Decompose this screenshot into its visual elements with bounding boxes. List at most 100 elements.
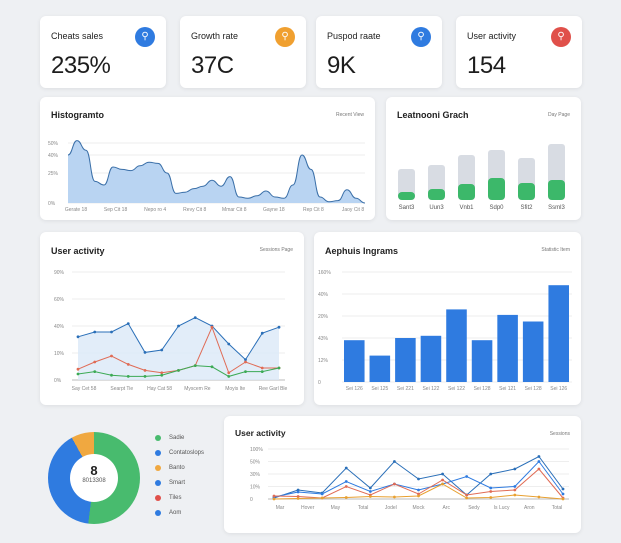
y-tick-label: 40% xyxy=(48,153,59,159)
data-point xyxy=(93,360,97,364)
data-point xyxy=(193,364,197,367)
legend-dot-icon xyxy=(155,464,161,471)
kpi-card: User activity 154 ⚲ xyxy=(456,16,582,88)
data-point xyxy=(344,496,348,499)
y-tick-label: 20% xyxy=(318,314,329,320)
data-point xyxy=(393,460,396,463)
x-tick-label: Sei 125 xyxy=(371,386,388,392)
data-point xyxy=(260,331,264,335)
data-point xyxy=(368,495,372,498)
data-point xyxy=(210,325,214,329)
legend-dot-icon xyxy=(155,434,161,441)
legend-label: Aom xyxy=(169,509,182,516)
y-tick-label: 12% xyxy=(318,358,329,364)
legend-label: Smart xyxy=(169,479,186,486)
y-tick-label: 0% xyxy=(48,201,56,207)
x-tick-label: Aron xyxy=(524,505,535,511)
area-fill xyxy=(68,140,365,203)
bar xyxy=(446,309,467,382)
progress-fill xyxy=(428,189,445,200)
data-point xyxy=(277,325,281,329)
histogram-title: Histogramto xyxy=(51,110,105,120)
data-point xyxy=(320,492,324,496)
user-activity-card: User activity Sessions Page 0% 10% 40% 60% 9… xyxy=(40,232,304,405)
user-activity-link[interactable]: Sessions Page xyxy=(259,247,293,253)
data-point xyxy=(537,495,541,499)
data-point xyxy=(465,493,469,497)
data-point xyxy=(561,497,565,501)
x-tick-label: Revy Cit 8 xyxy=(183,207,206,213)
user-activity-2-link[interactable]: Sessions xyxy=(549,431,570,437)
bars-title: Aephuis Ingrams xyxy=(325,246,399,256)
data-point xyxy=(110,373,113,377)
data-point xyxy=(177,369,180,372)
legend-item: Tiles xyxy=(155,490,204,505)
legend-label: Sadie xyxy=(169,434,185,441)
bar xyxy=(522,321,544,382)
legend-item: Contatoslops xyxy=(155,445,204,460)
data-point xyxy=(193,316,197,319)
legend-dot-icon xyxy=(155,479,161,486)
data-point xyxy=(143,375,147,378)
data-point xyxy=(465,475,469,478)
data-point xyxy=(368,486,372,490)
bar-label: Sant3 xyxy=(399,205,415,211)
legend-dot-icon xyxy=(155,509,161,516)
data-point xyxy=(537,455,541,458)
data-point xyxy=(160,371,164,375)
kpi-label: User activity xyxy=(467,31,517,41)
y-tick-label: 10% xyxy=(54,351,65,357)
data-point xyxy=(489,490,493,493)
y-tick-label: 0 xyxy=(250,497,253,503)
progress-view-link[interactable]: Day Page xyxy=(548,112,570,118)
data-point xyxy=(393,495,396,499)
donut-center: 8 8013308 xyxy=(70,454,118,502)
x-tick-label: Jaoy Cit 8 xyxy=(342,207,364,213)
x-tick-label: Sei 128 xyxy=(525,386,542,392)
y-tick-label: 43% xyxy=(318,336,329,342)
data-point xyxy=(513,485,517,488)
data-point xyxy=(296,495,300,498)
x-tick-label: Jodel xyxy=(385,505,397,511)
data-point xyxy=(537,460,541,463)
y-tick-label: 90% xyxy=(54,270,65,276)
data-point xyxy=(110,330,113,334)
legend-dot-icon xyxy=(155,449,161,456)
x-tick-label: Say Cet 58 xyxy=(72,386,97,392)
legend-item: Sadie xyxy=(155,430,204,445)
data-point xyxy=(126,363,130,366)
data-point xyxy=(177,324,180,328)
x-tick-label: Gerate 18 xyxy=(65,207,87,213)
data-point xyxy=(513,493,517,497)
x-tick-label: Gayne 18 xyxy=(263,207,285,213)
x-tick-label: Mock xyxy=(413,505,425,511)
x-tick-label: Sedy xyxy=(468,505,480,511)
legend-label: Tiles xyxy=(169,494,182,501)
legend-item: Aom xyxy=(155,505,204,520)
x-tick-label: Mmar Cit 8 xyxy=(222,207,247,213)
progress-fill xyxy=(518,183,535,200)
bar-label: Uun3 xyxy=(429,205,444,211)
x-tick-label: Nepo ro 4 xyxy=(144,207,166,213)
bar xyxy=(497,314,518,382)
bar xyxy=(369,355,391,382)
bar xyxy=(548,285,569,382)
bar xyxy=(395,338,416,382)
x-tick-label: Sei 221 xyxy=(397,386,414,392)
data-point xyxy=(417,492,420,496)
kpi-card: Growth rate 37C ⚲ xyxy=(180,16,306,88)
data-point xyxy=(513,467,517,471)
x-tick-label: Rep Cit 8 xyxy=(303,207,324,213)
donut-chart: 8 8013308 xyxy=(48,432,140,524)
bars-link[interactable]: Statistic Item xyxy=(541,247,570,253)
donut-center-label: 8013308 xyxy=(82,478,106,484)
y-tick-label: 50% xyxy=(48,141,59,147)
user-activity-2-card: User activity Sessions 0 10% 30% 50% 100% Mar… xyxy=(224,416,581,533)
x-tick-label: Ree Garl Ble xyxy=(259,386,288,392)
data-point xyxy=(260,370,264,373)
data-point xyxy=(561,492,565,496)
data-point xyxy=(244,358,247,361)
histogram-view-link[interactable]: Recent View xyxy=(336,112,364,118)
data-point xyxy=(126,322,130,325)
data-point xyxy=(277,366,281,370)
